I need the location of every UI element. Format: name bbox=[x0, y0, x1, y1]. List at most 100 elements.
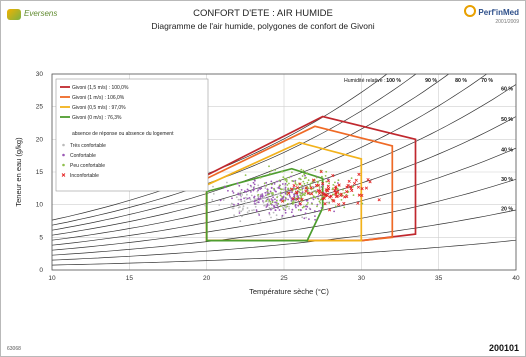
point-0 bbox=[257, 184, 260, 187]
point-1 bbox=[284, 182, 287, 185]
point-1 bbox=[253, 183, 256, 186]
point-2 bbox=[301, 184, 304, 187]
point-1 bbox=[284, 186, 287, 189]
point-2 bbox=[278, 179, 281, 182]
point-1 bbox=[246, 188, 249, 191]
point-1 bbox=[243, 197, 246, 200]
perfinmed-logo-ring-icon bbox=[464, 5, 477, 17]
point-2 bbox=[306, 172, 309, 175]
point-3 bbox=[364, 186, 369, 190]
point-0 bbox=[233, 214, 236, 217]
point-0 bbox=[211, 198, 214, 201]
point-1 bbox=[308, 218, 310, 221]
point-2 bbox=[337, 192, 340, 195]
point-0 bbox=[251, 209, 254, 212]
point-2 bbox=[288, 176, 291, 179]
point-1 bbox=[279, 199, 282, 202]
point-2 bbox=[269, 202, 272, 205]
chart-subtitle: Diagramme de l'air humide, polygones de … bbox=[151, 21, 375, 31]
point-2 bbox=[286, 203, 289, 205]
point-2 bbox=[294, 188, 297, 190]
point-0 bbox=[268, 207, 271, 209]
point-1 bbox=[262, 200, 264, 202]
point-2 bbox=[315, 191, 318, 194]
point-2 bbox=[283, 177, 286, 180]
point-2 bbox=[343, 206, 346, 209]
point-0 bbox=[242, 205, 245, 208]
point-3 bbox=[346, 183, 350, 188]
point-3 bbox=[314, 183, 319, 187]
point-3 bbox=[334, 186, 338, 190]
point-2 bbox=[266, 190, 269, 192]
point-1 bbox=[290, 197, 293, 200]
point-1 bbox=[284, 188, 287, 190]
y-tick-label: 0 bbox=[39, 267, 43, 274]
point-3 bbox=[347, 179, 351, 183]
humidity-label: 80 % bbox=[455, 78, 467, 84]
humidity-label: 70 % bbox=[481, 78, 493, 84]
point-0 bbox=[255, 222, 258, 225]
point-2 bbox=[319, 202, 322, 204]
plot-area-border bbox=[51, 73, 517, 271]
y-tick-label: 20 bbox=[36, 136, 44, 143]
point-2 bbox=[275, 200, 278, 202]
point-0 bbox=[256, 201, 258, 204]
point-1 bbox=[261, 194, 264, 197]
x-axis-label: Température sèche (°C) bbox=[249, 287, 329, 296]
point-2 bbox=[313, 190, 316, 193]
point-3 bbox=[280, 199, 285, 203]
point-1 bbox=[266, 198, 269, 201]
point-0 bbox=[237, 198, 240, 201]
point-2 bbox=[268, 199, 271, 202]
point-2 bbox=[325, 170, 328, 173]
point-3 bbox=[309, 186, 313, 190]
point-1 bbox=[274, 198, 276, 201]
point-2 bbox=[331, 188, 334, 191]
point-3 bbox=[357, 193, 361, 197]
point-0 bbox=[275, 218, 278, 221]
point-1 bbox=[312, 198, 315, 201]
point-1 bbox=[261, 193, 264, 196]
point-2 bbox=[334, 205, 337, 208]
point-1 bbox=[290, 211, 293, 214]
point-2 bbox=[244, 174, 247, 177]
legend-marker-3 bbox=[61, 173, 66, 177]
point-1 bbox=[317, 195, 320, 198]
point-0 bbox=[268, 213, 271, 216]
point-2 bbox=[309, 197, 312, 200]
point-0 bbox=[239, 220, 242, 223]
point-2 bbox=[306, 181, 309, 184]
point-3 bbox=[323, 202, 327, 206]
point-0 bbox=[251, 200, 254, 203]
point-3 bbox=[349, 185, 353, 189]
point-0 bbox=[239, 206, 241, 208]
legend-label-zone-1: Givoni (1,5 m/s) : 100,0% bbox=[72, 85, 129, 91]
point-2 bbox=[307, 187, 310, 190]
point-2 bbox=[298, 177, 300, 180]
rh-curve-70 bbox=[52, 74, 488, 236]
point-2 bbox=[319, 198, 322, 201]
point-1 bbox=[249, 184, 252, 187]
point-1 bbox=[265, 181, 268, 184]
point-1 bbox=[294, 205, 297, 207]
rh-curve-10 bbox=[52, 239, 516, 266]
point-2 bbox=[337, 188, 339, 191]
point-3 bbox=[318, 189, 322, 193]
point-0 bbox=[241, 192, 244, 194]
point-2 bbox=[268, 193, 270, 196]
x-tick-label: 35 bbox=[435, 275, 443, 282]
point-0 bbox=[278, 192, 281, 195]
point-1 bbox=[297, 204, 300, 207]
point-1 bbox=[293, 195, 296, 198]
point-1 bbox=[243, 190, 246, 193]
point-3 bbox=[287, 191, 291, 195]
point-1 bbox=[295, 206, 297, 209]
period-label: 2001/2009 bbox=[495, 19, 519, 25]
legend-label-zone-3: Givoni (0,5 m/s) : 97,0% bbox=[72, 105, 126, 111]
point-1 bbox=[304, 212, 307, 215]
point-0 bbox=[257, 195, 260, 198]
point-3 bbox=[356, 185, 361, 189]
point-2 bbox=[284, 199, 287, 202]
point-1 bbox=[288, 194, 291, 197]
